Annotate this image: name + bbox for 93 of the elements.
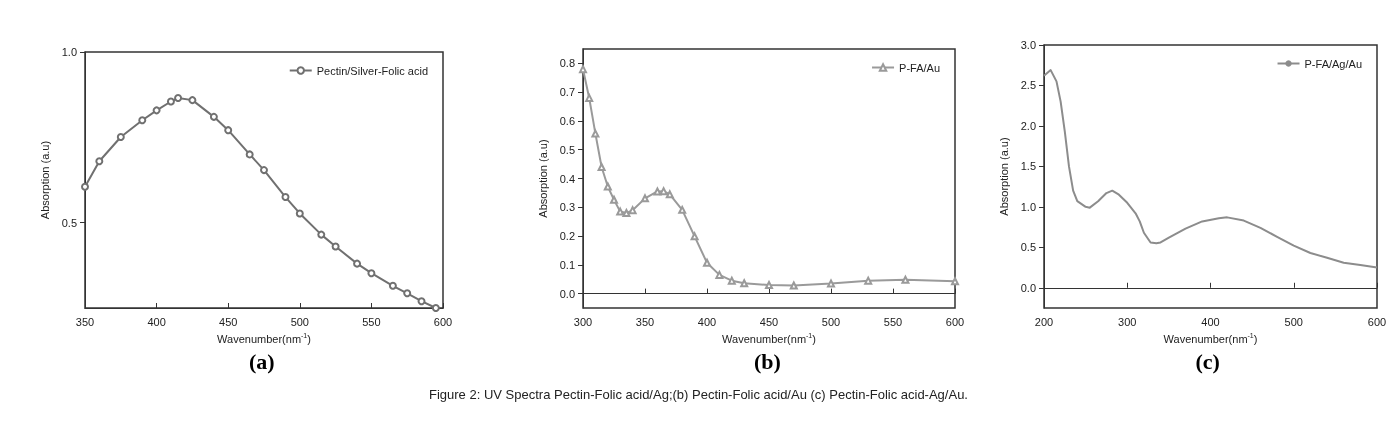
y-tick-label: 0.1 xyxy=(559,258,575,271)
y-tick-label: 0.0 xyxy=(559,287,575,300)
point xyxy=(388,281,397,290)
y-tick-label: 2.0 xyxy=(1020,119,1036,132)
point xyxy=(166,97,175,106)
y-tick-label: 0.8 xyxy=(559,57,575,70)
x-tick-label: 550 xyxy=(883,315,903,328)
point xyxy=(715,270,724,279)
point xyxy=(317,230,326,239)
x-tick-label: 600 xyxy=(1367,315,1387,328)
point xyxy=(367,269,376,278)
point xyxy=(740,279,749,288)
x-tick-label: 600 xyxy=(945,315,965,328)
point xyxy=(431,304,440,312)
point xyxy=(245,150,254,159)
point xyxy=(603,182,612,191)
y-tick-label: 0.3 xyxy=(559,201,575,214)
point xyxy=(585,93,594,102)
line-series xyxy=(1043,69,1378,269)
y-tick-label: 0.2 xyxy=(559,230,575,243)
caption: Figure 2: UV Spectra Pectin-Folic acid/Ag;(b) Pectin-Folic acid/Au (c) Pectin-Folic acid-Ag/Au. xyxy=(428,387,969,402)
point xyxy=(901,275,910,284)
x-tick-label: 400 xyxy=(147,315,166,328)
point xyxy=(331,242,340,251)
point xyxy=(616,207,625,216)
legend-label: P-FA/Au xyxy=(899,61,941,74)
y-tick-label: 1.0 xyxy=(1020,200,1036,213)
x-tick-label: 600 xyxy=(433,315,453,328)
y-axis-title: Absorption (a.u) xyxy=(537,139,550,218)
y-tick-label: 0.6 xyxy=(559,114,575,127)
y-tick-label: 0.5 xyxy=(1020,241,1036,254)
y-tick-label: 3.0 xyxy=(1020,39,1036,51)
x-tick-label: 450 xyxy=(759,315,779,328)
legend-label: Pectin/Silver-Folic acid xyxy=(316,64,429,77)
point xyxy=(628,206,637,215)
x-tick-label: 400 xyxy=(1201,315,1220,328)
point xyxy=(610,195,618,204)
y-tick-label: 0.7 xyxy=(559,86,575,99)
point xyxy=(690,232,699,241)
text: (b) xyxy=(754,348,781,374)
point xyxy=(95,157,104,166)
y-tick-label: 1.0 xyxy=(61,46,77,58)
y-tick-label: 0.4 xyxy=(559,172,575,185)
y-tick-label: 0.5 xyxy=(61,216,77,229)
point xyxy=(765,280,773,289)
point xyxy=(727,276,736,285)
point xyxy=(209,112,218,121)
point xyxy=(641,194,649,203)
point xyxy=(951,277,959,286)
point xyxy=(789,281,798,290)
point xyxy=(591,129,600,138)
y-tick-label: 0.0 xyxy=(1020,281,1036,294)
point xyxy=(417,297,426,306)
point xyxy=(597,162,606,171)
point xyxy=(622,209,631,218)
point xyxy=(703,258,711,267)
x-tick-label: 500 xyxy=(1284,315,1303,328)
y-tick-label: 0.5 xyxy=(559,143,575,156)
point xyxy=(116,132,125,141)
x-tick-label: 350 xyxy=(75,315,95,328)
point xyxy=(353,259,362,268)
point xyxy=(665,190,674,199)
point xyxy=(659,187,668,196)
point xyxy=(281,193,290,202)
point xyxy=(864,276,873,285)
x-tick-label: 500 xyxy=(290,315,309,328)
point xyxy=(174,94,183,103)
x-tick-label: 550 xyxy=(362,315,381,328)
x-tick-label: 400 xyxy=(697,315,717,328)
y-tick-label: 1.5 xyxy=(1020,160,1036,173)
point xyxy=(403,289,412,298)
point xyxy=(295,209,304,218)
y-axis-title: Absorption (a.u) xyxy=(39,140,52,220)
y-tick-label: 2.5 xyxy=(1020,79,1036,92)
point xyxy=(188,96,197,105)
point xyxy=(678,205,687,214)
x-tick-label: 500 xyxy=(821,315,841,328)
legend-label: P-FA/Ag/Au xyxy=(1304,57,1363,70)
x-tick-label: 300 xyxy=(573,315,593,328)
y-axis-title: Absorption (a.u) xyxy=(998,137,1011,216)
point xyxy=(138,116,147,125)
x-tick-label: 200 xyxy=(1034,315,1054,328)
point xyxy=(152,106,161,115)
text: (a) xyxy=(249,348,275,374)
point xyxy=(260,166,268,175)
x-tick-label: 350 xyxy=(635,315,655,328)
point xyxy=(224,126,233,135)
text: (c) xyxy=(1195,348,1220,374)
x-tick-label: 450 xyxy=(219,315,238,328)
point xyxy=(81,182,89,191)
point xyxy=(653,187,662,196)
x-tick-label: 300 xyxy=(1118,315,1137,328)
point xyxy=(827,279,835,288)
